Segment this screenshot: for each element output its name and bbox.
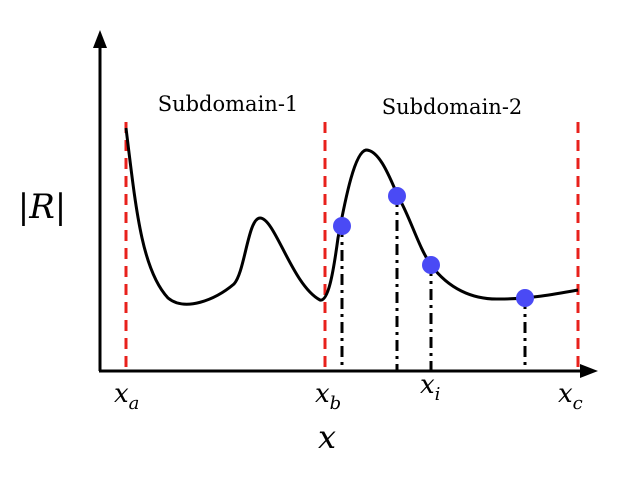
tick-label-xa: xa xyxy=(114,379,139,414)
sample-point-3 xyxy=(422,256,440,274)
subdomain-2-label: Subdomain-2 xyxy=(382,95,523,119)
sample-point-1 xyxy=(333,217,351,235)
tick-label-xc-sub: c xyxy=(573,393,583,414)
subdomain-1-label: Subdomain-1 xyxy=(158,92,299,116)
tick-label-xi-main: x xyxy=(420,370,435,400)
tick-label-xa-sub: a xyxy=(129,393,140,414)
tick-label-xi: xi xyxy=(420,370,440,405)
y-axis-arrowhead xyxy=(93,30,107,48)
tick-label-xb: xb xyxy=(315,379,341,414)
residual-curve xyxy=(124,127,579,306)
tick-label-xb-sub: b xyxy=(330,393,342,414)
tick-label-xc: xc xyxy=(558,379,583,414)
x-axis-label: x xyxy=(318,418,336,456)
sample-point-2 xyxy=(388,187,406,205)
y-axis-label: |R| xyxy=(18,187,67,227)
tick-label-xc-main: x xyxy=(558,379,573,409)
tick-label-xa-main: x xyxy=(114,379,129,409)
sample-point-4 xyxy=(516,289,534,307)
tick-label-xi-sub: i xyxy=(435,384,441,405)
x-axis-arrowhead xyxy=(580,364,598,378)
tick-label-xb-main: x xyxy=(315,379,330,409)
